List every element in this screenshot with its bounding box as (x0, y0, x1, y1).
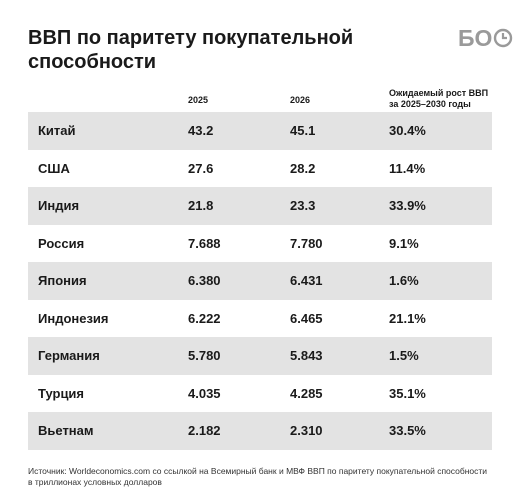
country-cell: Китай (38, 123, 76, 138)
value-2026-cell: 6.431 (290, 273, 323, 288)
table-row: Россия 7.688 7.780 9.1% (28, 225, 492, 263)
value-2026-cell: 2.310 (290, 423, 323, 438)
country-cell: США (38, 160, 70, 176)
value-2026-cell: 5.843 (290, 348, 323, 363)
table-row: Германия 5.780 5.843 1.5% (28, 337, 492, 375)
value-2025-cell: 7.688 (188, 235, 221, 251)
table-row: США 27.6 28.2 11.4% (28, 150, 492, 188)
growth-cell: 35.1% (389, 385, 426, 401)
value-2026-cell: 23.3 (290, 198, 316, 213)
value-2025-cell: 6.222 (188, 310, 221, 326)
chart-title: ВВП по паритету покупательной способност… (28, 27, 354, 73)
table-row: Индия 21.8 23.3 33.9% (28, 187, 492, 225)
value-2026-cell: 45.1 (290, 123, 316, 138)
value-2025-cell: 2.182 (188, 423, 221, 438)
source-line-1: Источник: Worldeconomics.com со ссылкой … (28, 466, 488, 476)
publisher-logo: БО (458, 26, 513, 50)
country-cell: Германия (38, 348, 100, 363)
header-2026: 2026 (290, 95, 311, 105)
table-row: Япония 6.380 6.431 1.6% (28, 262, 492, 300)
country-cell: Россия (38, 235, 85, 251)
value-2025-cell: 43.2 (188, 123, 214, 138)
country-cell: Турция (38, 385, 85, 401)
table-row: Китай 43.2 45.1 30.4% (28, 112, 492, 150)
country-cell: Индия (38, 198, 80, 213)
gdp-table: 2025 2026 Ожидаемый рост ВВП за 2025–203… (28, 88, 492, 450)
growth-cell: 1.5% (389, 348, 419, 363)
growth-cell: 1.6% (389, 273, 419, 288)
growth-cell: 33.5% (389, 423, 426, 438)
growth-cell: 33.9% (389, 198, 426, 213)
clock-icon (494, 28, 513, 48)
table-row: Индонезия 6.222 6.465 21.1% (28, 300, 492, 338)
value-2025-cell: 6.380 (188, 273, 221, 288)
header-2025: 2025 (188, 95, 209, 105)
value-2026-cell: 6.465 (290, 310, 323, 326)
header-growth: Ожидаемый рост ВВП за 2025–2030 годы (389, 88, 489, 109)
growth-cell: 21.1% (389, 310, 426, 326)
value-2025-cell: 21.8 (188, 198, 214, 213)
growth-cell: 30.4% (389, 123, 426, 138)
logo-text: БО (458, 25, 493, 51)
country-cell: Вьетнам (38, 423, 94, 438)
source-line-2: в триллионах условных долларов (28, 477, 162, 487)
table-row: Турция 4.035 4.285 35.1% (28, 375, 492, 413)
source-note: Источник: Worldeconomics.com со ссылкой … (28, 466, 498, 488)
value-2026-cell: 7.780 (290, 235, 323, 251)
value-2025-cell: 4.035 (188, 385, 221, 401)
value-2025-cell: 27.6 (188, 160, 214, 176)
country-cell: Индонезия (38, 310, 109, 326)
growth-cell: 9.1% (389, 235, 419, 251)
value-2026-cell: 4.285 (290, 385, 323, 401)
value-2025-cell: 5.780 (188, 348, 221, 363)
table-header: 2025 2026 Ожидаемый рост ВВП за 2025–203… (28, 88, 492, 112)
table-row: Вьетнам 2.182 2.310 33.5% (28, 412, 492, 450)
growth-cell: 11.4% (389, 160, 426, 176)
country-cell: Япония (38, 273, 87, 288)
value-2026-cell: 28.2 (290, 160, 316, 176)
